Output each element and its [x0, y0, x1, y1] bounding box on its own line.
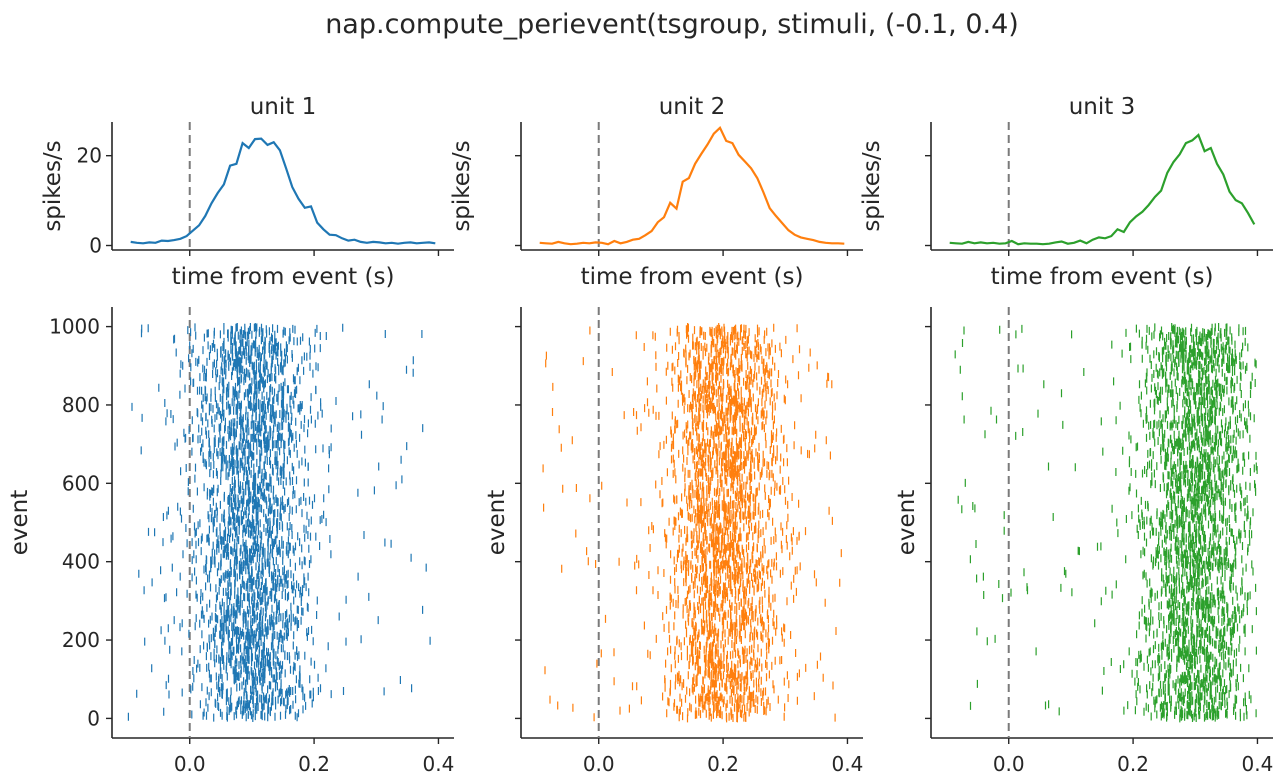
raster-y-label: event [894, 490, 920, 556]
unit-panel-1: unit 1 0 20 spikes/s time from event (s) 0 200… [7, 94, 454, 776]
rate-y-label: spikes/s [449, 140, 475, 231]
raster-y-label: event [7, 490, 33, 556]
raster-y-tick-label: 0 [87, 706, 100, 730]
rate-y-label: spikes/s [859, 140, 885, 231]
rate-y-label: spikes/s [40, 140, 66, 231]
unit-panel-2: unit 2 spikes/s time from event (s) 0.0 0.2 0… [449, 94, 863, 776]
raster-x-tick-label: 0.0 [583, 752, 615, 776]
unit-title: unit 3 [1069, 94, 1136, 120]
raster-y-tick-label: 1000 [49, 315, 100, 339]
spike-raster [542, 323, 842, 723]
raster-x-tick-label: 0.4 [832, 752, 864, 776]
spike-raster [954, 323, 1258, 723]
raster-x-tick-label: 0.2 [298, 752, 330, 776]
rate-y-tick-label: 20 [77, 144, 102, 168]
raster-x-tick-label: 0.2 [707, 752, 739, 776]
raster-y-tick-label: 400 [62, 550, 100, 574]
figure-title: nap.compute_perievent(tsgroup, stimuli, … [325, 9, 1019, 40]
unit-panel-3: unit 3 spikes/s time from event (s) 0.0 0.2 0… [859, 94, 1273, 776]
spike-raster [127, 323, 431, 722]
raster-x-tick-label: 0.0 [174, 752, 206, 776]
raster-x-tick-label: 0.0 [993, 752, 1025, 776]
raster-x-tick-label: 0.4 [423, 752, 455, 776]
rate-line [949, 133, 1256, 246]
rate-line [130, 137, 436, 245]
rate-x-label: time from event (s) [172, 264, 395, 290]
unit-title: unit 1 [250, 94, 317, 120]
rate-line [539, 125, 845, 246]
unit-title: unit 2 [659, 94, 726, 120]
panels: unit 1 0 20 spikes/s time from event (s) 0 200… [7, 94, 1273, 776]
rate-y-tick-label: 0 [89, 234, 102, 258]
rate-x-label: time from event (s) [991, 264, 1214, 290]
raster-y-tick-label: 800 [62, 393, 100, 417]
rate-x-label: time from event (s) [581, 264, 804, 290]
raster-y-label: event [484, 490, 510, 556]
raster-y-tick-label: 200 [62, 628, 100, 652]
raster-x-tick-label: 0.4 [1242, 752, 1274, 776]
raster-x-tick-label: 0.2 [1117, 752, 1149, 776]
raster-y-tick-label: 600 [62, 471, 100, 495]
